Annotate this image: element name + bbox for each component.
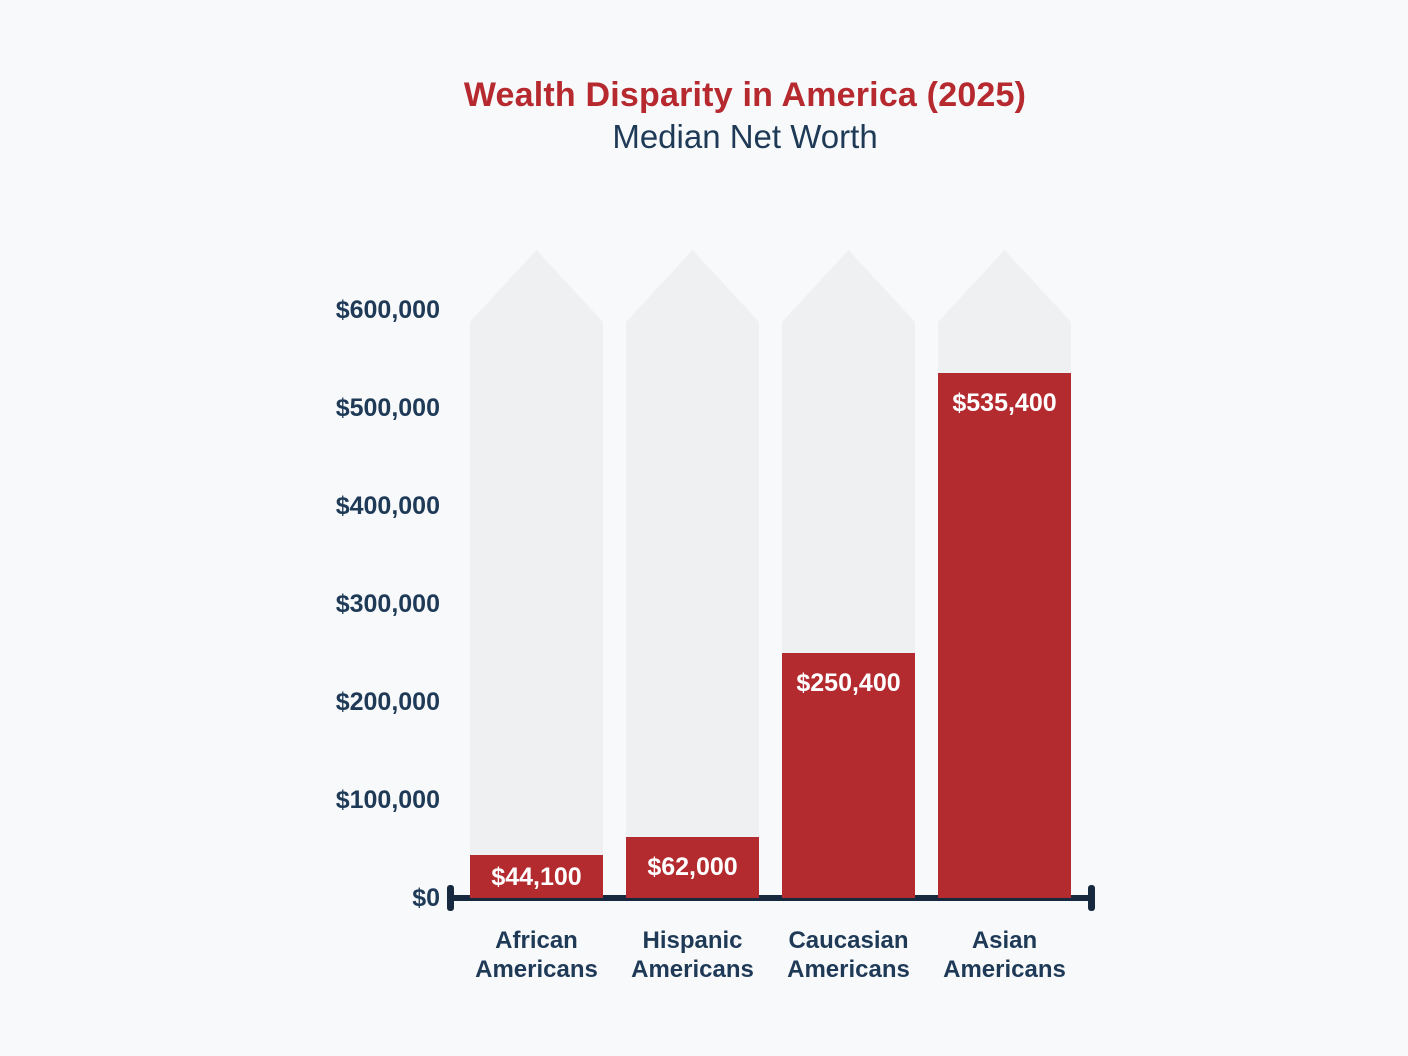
x-axis-category-label: African Americans (475, 927, 598, 983)
x-axis-category-label: Asian Americans (943, 927, 1066, 983)
bar (626, 837, 759, 898)
bar (938, 373, 1071, 898)
bar-value-label: $44,100 (491, 862, 582, 891)
bar (470, 855, 603, 898)
bar-value-label: $250,400 (796, 669, 901, 697)
x-axis-right-cap (1088, 885, 1095, 911)
y-axis-tick-label: $0 (412, 884, 440, 912)
y-axis-tick-label: $100,000 (335, 786, 440, 814)
chart-subtitle: Median Net Worth (612, 118, 878, 155)
y-axis-tick-label: $600,000 (335, 296, 440, 324)
x-axis-category-label: Hispanic Americans (631, 927, 754, 983)
bar-track (626, 250, 759, 898)
bar-value-label: $535,400 (952, 389, 1057, 417)
y-axis-tick-label: $500,000 (335, 394, 440, 422)
y-axis-tick-label: $300,000 (335, 590, 440, 618)
y-axis-tick-label: $200,000 (335, 688, 440, 716)
x-axis-line (450, 895, 1092, 901)
bar (782, 653, 915, 898)
x-axis-left-cap (447, 885, 454, 911)
y-axis-tick-label: $400,000 (335, 492, 440, 520)
bar-value-label: $62,000 (647, 853, 738, 881)
x-axis-category-label: Caucasian Americans (787, 927, 910, 983)
bar-track (470, 250, 603, 898)
chart-header: Wealth Disparity in America (2025) Media… (82, 74, 1408, 158)
chart-title: Wealth Disparity in America (2025) (463, 76, 1027, 114)
